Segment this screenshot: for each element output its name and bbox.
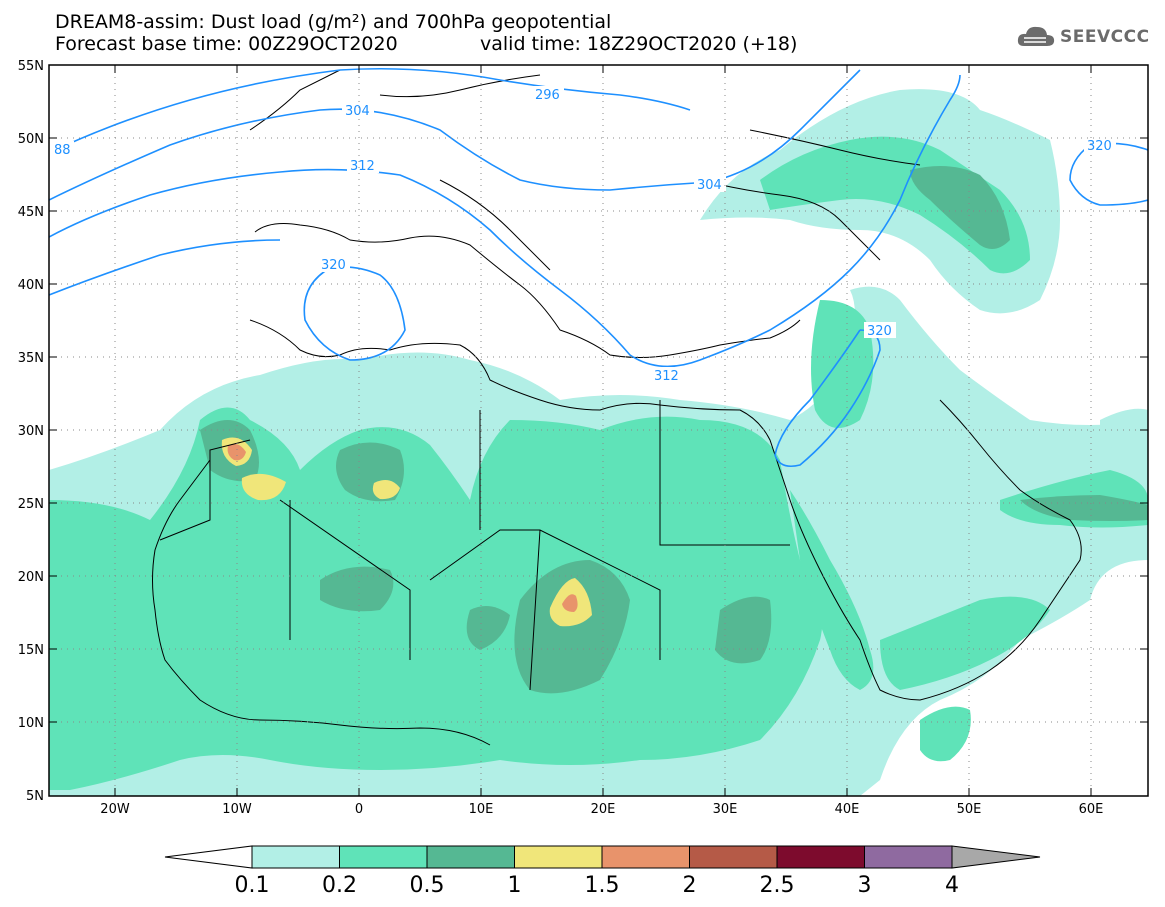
valid-time-label: valid time: 18Z29OCT2020 (+18) (480, 33, 798, 55)
logo-text: SEEVCCC (1060, 27, 1150, 47)
lat-tick-label: 15N (18, 643, 44, 658)
contour-label: 88 (54, 143, 71, 158)
lon-tick-label: 60E (1079, 802, 1104, 817)
colorbar-swatch (339, 845, 428, 869)
lat-tick-label: 5N (26, 789, 44, 804)
lon-tick-label: 0 (355, 802, 363, 817)
contour-label: 304 (345, 104, 370, 119)
cloud-icon (1017, 26, 1055, 46)
lat-tick-label: 25N (18, 497, 44, 512)
lon-tick-label: 40E (835, 802, 860, 817)
colorbar: 0.1 0.2 0.5 1 1.5 2 2.5 3 4 (164, 845, 1041, 898)
colorbar-label: 1 (508, 873, 522, 898)
lat-tick-label: 55N (18, 59, 44, 74)
lon-tick-label: 50E (957, 802, 982, 817)
colorbar-label: 0.2 (322, 873, 357, 898)
lon-tick-label: 20W (100, 802, 130, 817)
contour-label: 312 (350, 159, 375, 174)
lon-labels: 20W 10W 0 10E 20E 30E 40E 50E 60E (100, 802, 1103, 817)
map-title: DREAM8-assim: Dust load (g/m²) and 700hP… (55, 11, 612, 33)
dust-layer-1.5 (227, 444, 578, 612)
contour-label: 312 (654, 369, 679, 384)
geopotential-contours (49, 67, 1148, 468)
lat-labels: 55N 50N 45N 40N 35N 30N 25N 20N 15N 10N … (18, 59, 44, 804)
colorbar-label: 0.5 (410, 873, 445, 898)
lat-tick-label: 10N (18, 716, 44, 731)
contour-label: 320 (321, 258, 346, 273)
lon-axis (114, 65, 1092, 796)
contour-label: 304 (697, 178, 722, 193)
colorbar-label: 2 (683, 873, 697, 898)
colorbar-swatch (776, 845, 865, 869)
colorbar-min-arrow (164, 845, 253, 869)
lon-tick-label: 10E (469, 802, 494, 817)
colorbar-label: 1.5 (585, 873, 620, 898)
lon-tick-label: 30E (713, 802, 738, 817)
colorbar-label: 4 (945, 873, 959, 898)
contour-label: 296 (535, 88, 560, 103)
colorbar-swatch (689, 845, 778, 869)
colorbar-swatch (601, 845, 690, 869)
lat-tick-label: 45N (18, 205, 44, 220)
contour-label: 320 (867, 324, 892, 339)
colorbar-label: 3 (858, 873, 872, 898)
colorbar-swatch (426, 845, 515, 869)
seevccc-logo: SEEVCCC (1016, 24, 1150, 50)
base-time-label: Forecast base time: 00Z29OCT2020 (55, 33, 398, 55)
colorbar-swatch (251, 845, 340, 869)
colorbar-label: 2.5 (760, 873, 795, 898)
colorbar-swatch (864, 845, 953, 869)
colorbar-swatch (514, 845, 603, 869)
contour-label: 320 (1087, 139, 1112, 154)
coastlines (152, 69, 1082, 746)
colorbar-max-arrow (951, 845, 1041, 869)
lat-tick-label: 40N (18, 278, 44, 293)
colorbar-label: 0.1 (235, 873, 270, 898)
lon-tick-label: 10W (222, 802, 252, 817)
lat-axis (49, 64, 1148, 723)
lat-tick-label: 20N (18, 570, 44, 585)
lon-tick-label: 20E (591, 802, 616, 817)
contour-labels: 296 304 312 320 320 312 304 320 88 (52, 86, 1116, 384)
lat-tick-label: 35N (18, 351, 44, 366)
lat-tick-label: 50N (18, 132, 44, 147)
lat-tick-label: 30N (18, 424, 44, 439)
